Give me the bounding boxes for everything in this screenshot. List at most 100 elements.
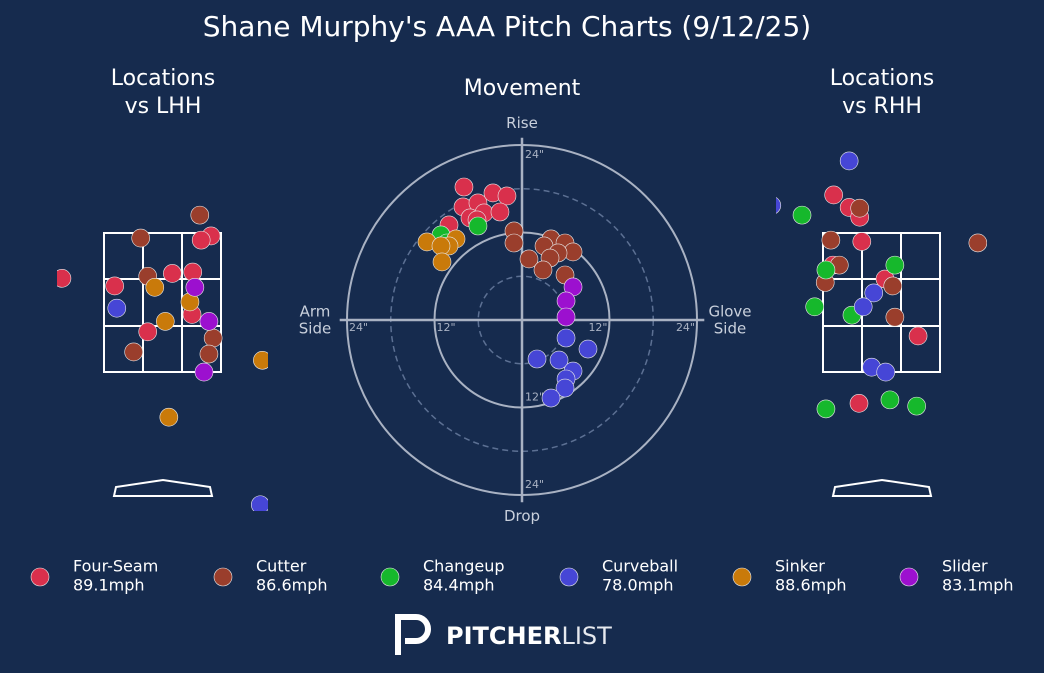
pitch-point (156, 312, 175, 331)
pitch-point (533, 260, 553, 280)
x-tick-label: 12" (436, 321, 455, 334)
legend-label: Cutter (256, 557, 307, 576)
pitch-point (578, 339, 598, 359)
legend-marker (559, 567, 579, 587)
legend-label: Slider (942, 557, 988, 576)
legend-velocity: 89.1mph (73, 576, 145, 595)
pitch-point (968, 233, 987, 253)
pitch-point (805, 297, 824, 317)
y-tick-label: 24" (525, 478, 544, 491)
axis-label: Drop (504, 507, 540, 525)
pitch-point (253, 350, 268, 370)
pitch-point (432, 252, 452, 272)
pitch-point (885, 307, 905, 327)
pitch-point (853, 297, 873, 317)
axis-label: Side (299, 320, 331, 338)
y-tick-label: 12" (525, 391, 544, 404)
y-tick-label: 24" (525, 148, 544, 161)
x-tick-label: 24" (676, 321, 695, 334)
home-plate (831, 478, 933, 497)
pitch-point (504, 233, 524, 253)
legend-marker (380, 567, 400, 587)
logo (395, 614, 431, 655)
brand-bold: PITCHER (446, 622, 561, 650)
pitch-point (541, 388, 561, 408)
pitch-point (792, 205, 812, 225)
legend-label: Changeup (423, 557, 505, 576)
legend-velocity: 78.0mph (602, 576, 674, 595)
strike-zone (822, 232, 941, 373)
home-plate (112, 478, 214, 497)
pitch-point (497, 186, 517, 206)
pitch-point (159, 407, 179, 427)
pitch-point (556, 291, 576, 311)
pitch-point (816, 399, 836, 419)
panel-title: Locations (111, 66, 216, 91)
pitch-point (556, 307, 576, 327)
pitch-point (105, 276, 124, 296)
pitch-point (131, 228, 150, 248)
pitch-point (555, 378, 575, 398)
pitch-point (816, 260, 836, 280)
pitch-point (527, 349, 547, 369)
pitch-point (885, 255, 905, 275)
panel-title: Locations (830, 66, 935, 91)
pitch-point (490, 202, 510, 222)
x-tick-label: 12" (588, 321, 607, 334)
pitch-point (138, 322, 158, 342)
brand: PITCHERLIST (446, 622, 612, 650)
pitch-point (908, 326, 928, 346)
pitch-point (185, 278, 205, 297)
legend-velocity: 86.6mph (256, 576, 328, 595)
pitch-point (468, 216, 488, 236)
pitch-point (203, 328, 223, 348)
points (417, 177, 598, 408)
pitch-point (250, 495, 268, 511)
points (776, 151, 987, 419)
pitch-point (107, 298, 127, 318)
legend-velocity: 84.4mph (423, 576, 495, 595)
panel-title: Movement (464, 76, 581, 101)
chart-title: Shane Murphy's AAA Pitch Charts (9/12/25… (203, 10, 811, 43)
pitch-point (191, 230, 211, 250)
axis-label: Side (714, 320, 746, 338)
axis-label: Rise (506, 114, 538, 132)
pitch-point (145, 278, 165, 297)
legend-marker (732, 567, 752, 587)
pitch-point (556, 328, 576, 348)
pitch-point (57, 269, 72, 288)
pitch-point (124, 342, 143, 362)
legend-label: Four-Seam (73, 557, 158, 576)
pitch-point (824, 185, 843, 205)
legend-label: Curveball (602, 557, 678, 576)
legend-velocity: 88.6mph (775, 576, 847, 595)
legend-marker (30, 567, 50, 587)
legend-marker (213, 567, 233, 587)
pitch-point (880, 390, 900, 410)
pitch-point (907, 396, 926, 416)
x-tick-label: 24" (349, 321, 368, 334)
pitch-point (776, 197, 782, 214)
legend-velocity: 83.1mph (942, 576, 1014, 595)
pitch-point (850, 198, 869, 218)
axis-label: Arm (300, 303, 331, 321)
pitch-point (821, 230, 841, 250)
pitch-point (839, 151, 859, 171)
pitch-point (199, 344, 219, 364)
pitch-point (199, 312, 219, 331)
legend-marker (899, 567, 919, 587)
pitch-point (194, 362, 214, 382)
pitch-point (454, 177, 474, 197)
pitch-point (549, 350, 569, 370)
pitch-point (883, 276, 903, 296)
pitch-point (519, 249, 539, 269)
pitch-point (190, 205, 210, 225)
brand-light: LIST (561, 622, 612, 650)
axis-label: Glove (708, 303, 751, 321)
pitch-point (864, 283, 884, 303)
points (57, 205, 268, 511)
panel-title: vs RHH (842, 94, 922, 119)
pitch-point (849, 394, 869, 413)
pitch-point (163, 264, 182, 283)
